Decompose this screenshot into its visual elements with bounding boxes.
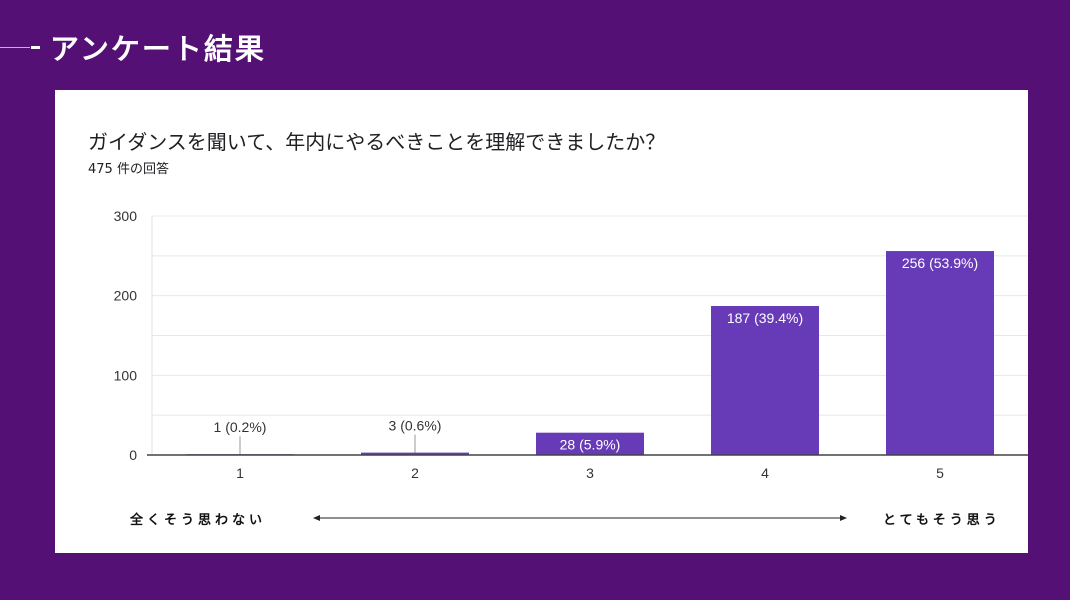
response-count: 475 件の回答 [88,162,169,177]
data-label: 1 (0.2%) [214,419,267,435]
y-tick-label: 0 [129,447,137,463]
arrow-right-head [840,515,847,521]
y-tick-label: 300 [114,208,138,224]
x-tick-label: 1 [236,465,244,481]
bar [711,306,819,455]
data-label: 3 (0.6%) [389,418,442,434]
bar [536,432,644,455]
data-label: 256 (53.9%) [902,255,978,271]
bar-chart: 0 100 200 300 1 (0.2%) 1 3 (0.6%) 2 28 (5.9%) 3 18… [114,208,1028,521]
data-label: 187 (39.4%) [727,310,803,326]
x-tick-label: 3 [586,465,594,481]
x-tick-label: 5 [936,465,944,481]
data-label: 28 (5.9%) [560,437,621,453]
chart-title: ガイダンスを聞いて、年内にやるべきことを理解できましたか？ [88,130,666,154]
arrow-left-head [313,515,320,521]
page-title: アンケート結果 [50,32,266,66]
x-tick-label: 2 [411,465,419,481]
y-tick-label: 100 [114,367,138,383]
scale-right-label: とてもそう思う [883,513,1001,528]
header-line [0,47,30,48]
y-tick-label: 200 [114,288,138,304]
x-tick-label: 4 [761,465,769,481]
bar [361,452,469,455]
scale-left-label: 全くそう思わない [130,513,267,528]
header-dash [31,46,40,49]
bar [886,251,994,455]
chart-card: ガイダンスを聞いて、年内にやるべきことを理解できましたか？ 475 件の回答 0… [55,90,1028,553]
